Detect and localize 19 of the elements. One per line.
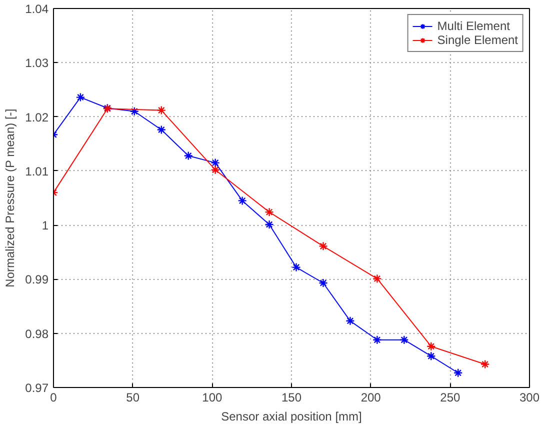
y-tick-label: 1.03 <box>25 56 49 70</box>
y-tick-label: 0.99 <box>25 272 49 287</box>
y-tick-label: 1.02 <box>25 110 49 124</box>
x-tick-label: 50 <box>126 390 140 404</box>
legend-label: Multi Element <box>437 19 510 33</box>
legend-label: Single Element <box>437 33 518 47</box>
x-tick-label: 250 <box>440 390 461 404</box>
y-tick-label: 1 <box>42 218 49 233</box>
y-tick-label: 0.97 <box>25 381 49 395</box>
x-tick-label: 150 <box>281 390 302 404</box>
y-tick-label: 1.04 <box>25 2 49 16</box>
x-tick-label: 100 <box>202 390 223 404</box>
y-tick-label: 0.98 <box>25 326 49 341</box>
x-tick-label: 200 <box>360 390 382 404</box>
y-tick-label: 1.01 <box>25 164 49 178</box>
x-tick-label: 300 <box>519 390 540 404</box>
x-axis-title: Sensor axial position [mm] <box>221 410 362 424</box>
x-tick-label: 0 <box>50 390 58 404</box>
y-axis-title: Normalized Pressure (P mean) [-] <box>3 108 18 288</box>
